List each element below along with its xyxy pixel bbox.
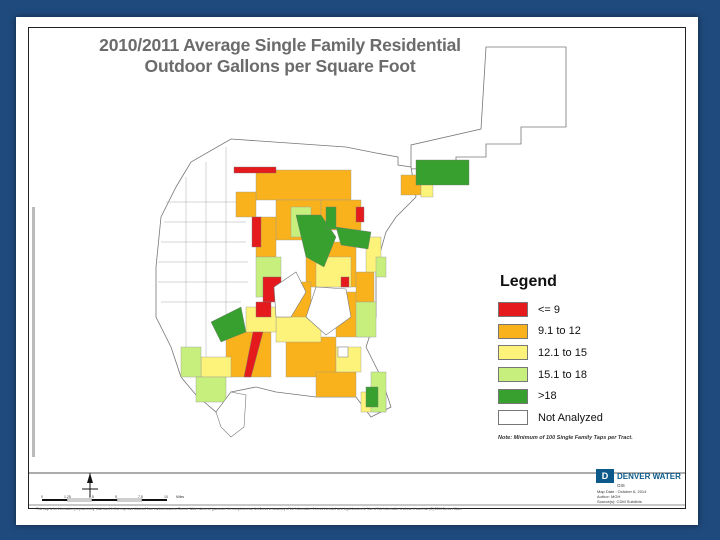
legend-label: 12.1 to 15	[538, 346, 587, 359]
scale-tick: 7.5	[138, 495, 143, 499]
legend-item: <= 9	[498, 299, 698, 321]
tracts-over-18	[210, 159, 470, 408]
scale-tick: 2.5	[89, 495, 94, 499]
denver-water-logo: D DENVER WATER GIS	[596, 469, 688, 488]
legend-item: 15.1 to 18	[498, 364, 698, 386]
legend-swatch-under-9	[498, 302, 528, 318]
logo-sub: GIS	[617, 483, 625, 488]
legend-swatch-over-18	[498, 388, 528, 404]
map-title-line1: 2010/2011 Average Single Family Resident…	[99, 35, 461, 55]
scale-tick: 10	[164, 495, 168, 499]
legend: Legend <= 9 9.1 to 12 12.1 to 15 15.1 to…	[498, 273, 698, 441]
map-author: Author: MGH	[597, 494, 621, 499]
map-border	[28, 27, 686, 509]
scale-unit: Miles	[176, 495, 185, 499]
inner-not-analyzed-3	[337, 346, 349, 358]
legend-item: Not Analyzed	[498, 407, 698, 429]
north-arrow-icon	[82, 473, 98, 497]
scale-tick: 5	[115, 495, 117, 499]
logo-name: DENVER WATER	[617, 471, 681, 481]
legend-swatch-12-15	[498, 345, 528, 361]
scale-tick: 1.25	[64, 495, 71, 499]
map-title: 2010/2011 Average Single Family Resident…	[70, 35, 490, 77]
legend-label: >18	[538, 390, 557, 403]
side-note-bar	[32, 207, 35, 457]
legend-label: 9.1 to 12	[538, 325, 581, 338]
legend-label: Not Analyzed	[538, 411, 603, 424]
northeast-area	[410, 46, 567, 170]
disclaimer: This map is for information purposes onl…	[36, 507, 463, 511]
legend-item: >18	[498, 385, 698, 407]
legend-item: 12.1 to 15	[498, 342, 698, 364]
legend-title: Legend	[500, 273, 557, 290]
map-info: Map Date : October 6, 2014 Author: MGH S…	[597, 489, 646, 504]
legend-swatch-15-18	[498, 367, 528, 383]
legend-note: Note: Minimum of 100 Single Family Taps …	[498, 434, 633, 441]
legend-swatch-9-12	[498, 323, 528, 339]
inner-not-analyzed	[273, 271, 307, 318]
map-date: Map Date : October 6, 2014	[597, 489, 647, 494]
inner-not-analyzed-2	[305, 286, 352, 336]
scale-tick: 0	[41, 495, 43, 499]
southwest-area	[215, 391, 247, 438]
tract-grid	[158, 147, 248, 367]
scale-bar	[42, 498, 167, 502]
legend-label: <= 9	[538, 303, 561, 316]
legend-label: 15.1 to 18	[538, 368, 587, 381]
legend-item: 9.1 to 12	[498, 321, 698, 343]
map-frame: 2010/2011 Average Single Family Resident…	[16, 17, 698, 525]
map-title-line2: Outdoor Gallons per Square Foot	[144, 56, 416, 76]
logo-mark-icon: D	[596, 469, 614, 483]
legend-swatch-not-analyzed	[498, 410, 528, 426]
service-area-map	[28, 46, 686, 506]
map-source: Source(s): CDM Subdivis	[597, 499, 642, 504]
